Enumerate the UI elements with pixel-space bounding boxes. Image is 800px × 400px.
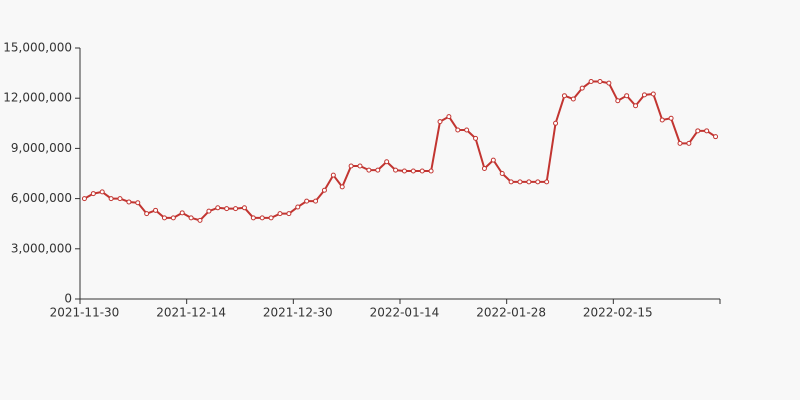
data-point: [330, 172, 336, 178]
data-point: [366, 167, 372, 173]
x-tick-label: 2022-01-14: [370, 306, 440, 320]
data-point: [553, 120, 559, 126]
data-point: [135, 200, 141, 206]
data-point: [579, 85, 585, 91]
data-point: [464, 127, 470, 133]
y-tick-label: 3,000,000: [11, 241, 72, 255]
data-point: [624, 93, 630, 99]
data-point: [179, 210, 185, 216]
data-point: [241, 205, 247, 211]
data-point: [313, 198, 319, 204]
data-point: [473, 135, 479, 141]
data-point: [499, 171, 505, 176]
data-point: [393, 167, 399, 173]
data-point: [90, 191, 96, 197]
data-point: [535, 179, 541, 185]
data-point: [375, 167, 381, 173]
x-tick-label: 2022-01-28: [476, 306, 546, 320]
data-point: [641, 92, 647, 98]
data-point: [233, 206, 239, 212]
y-tick-label: 9,000,000: [11, 141, 72, 155]
data-point: [99, 189, 105, 195]
data-point: [615, 98, 621, 104]
data-point: [304, 198, 310, 204]
data-point: [277, 211, 283, 217]
data-point: [321, 187, 327, 193]
y-tick-label: 15,000,000: [3, 41, 72, 55]
data-point: [490, 157, 496, 163]
data-point: [704, 128, 710, 134]
data-point: [197, 217, 203, 223]
data-point: [384, 159, 390, 165]
data-point: [161, 215, 167, 221]
data-point: [339, 184, 345, 190]
data-point: [659, 117, 665, 123]
data-point: [410, 168, 416, 174]
data-point: [153, 207, 159, 213]
x-tick-label: 2021-12-30: [263, 306, 333, 320]
data-point: [206, 208, 212, 214]
data-point: [668, 115, 674, 121]
data-point: [544, 179, 550, 185]
data-point: [677, 140, 683, 146]
data-point: [437, 119, 443, 125]
data-point: [295, 204, 301, 210]
data-point: [357, 163, 363, 169]
data-point: [286, 211, 292, 217]
data-point: [224, 206, 230, 212]
data-point: [428, 168, 434, 174]
data-point: [686, 140, 692, 146]
data-point: [268, 215, 274, 221]
data-point: [401, 168, 407, 174]
data-point: [446, 114, 452, 120]
y-tick-label: 6,000,000: [11, 191, 72, 205]
data-point: [170, 215, 176, 221]
data-point: [144, 211, 150, 217]
y-tick-label: 0: [64, 292, 72, 306]
data-point: [348, 163, 354, 169]
data-point: [250, 215, 256, 221]
data-point: [650, 91, 656, 97]
data-point: [419, 168, 425, 174]
y-tick-label: 12,000,000: [3, 91, 72, 105]
data-point: [481, 165, 487, 171]
x-tick-label: 2021-12-14: [156, 306, 226, 320]
data-point: [597, 78, 603, 84]
data-point: [508, 179, 514, 185]
data-point: [126, 199, 132, 205]
data-point: [108, 196, 114, 202]
x-tick-label: 2021-11-30: [50, 306, 120, 320]
data-point: [117, 196, 123, 202]
x-tick-label: 2022-02-15: [583, 306, 653, 320]
data-point: [606, 80, 612, 86]
data-point: [188, 215, 194, 221]
data-point: [713, 134, 719, 140]
data-point: [695, 128, 701, 134]
data-point: [570, 96, 576, 102]
data-point: [517, 179, 523, 185]
data-point: [259, 215, 265, 221]
data-point: [215, 205, 221, 211]
data-point: [561, 93, 567, 99]
data-point: [81, 196, 87, 202]
data-point: [526, 179, 532, 185]
data-point: [455, 127, 461, 133]
data-point: [588, 78, 594, 84]
data-point: [633, 103, 639, 109]
